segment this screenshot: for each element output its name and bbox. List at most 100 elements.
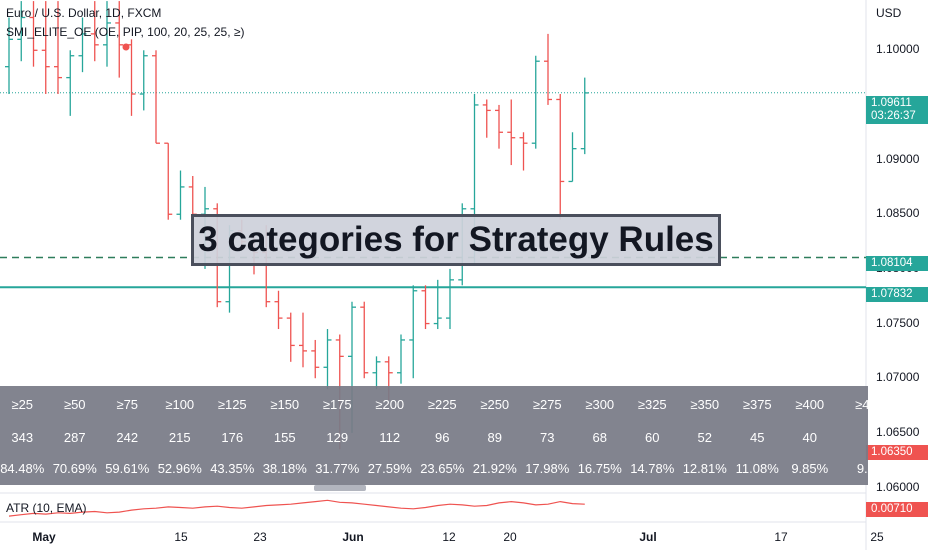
atr-legend[interactable]: ATR (10, EMA) [6,501,87,515]
table-cell: ≥100 [165,397,195,412]
ohlc-bar [299,312,307,368]
statistics-table: ≥25 ≥50 ≥75 ≥100 ≥125 ≥150 ≥175 ≥200 ≥225 ≥250 ≥27… [0,386,868,485]
last-price-tag: 1.09611 03:26:37 [866,96,928,124]
table-cell: ≥50 [63,397,86,412]
table-cell: 17.98% [525,461,570,476]
table-cell: 242 [116,430,139,445]
ohlc-bar [139,50,148,111]
table-cell: 129 [326,430,349,445]
table-cell: ≥250 [480,397,510,412]
table-cell: 176 [221,430,244,445]
ohlc-bar [66,50,75,116]
atr-value-tag: 0.00710 [866,502,928,517]
table-cell: 52.96% [157,461,202,476]
time-tick-label: 17 [774,530,788,544]
ohlc-bar [519,132,528,171]
table-cell: 112 [379,430,401,445]
table-cell: 27.59% [367,461,412,476]
low-level-tag: 1.06350 [866,445,928,460]
table-cell: ≥125 [217,397,247,412]
time-tick-label: 25 [870,530,884,544]
table-cell: 96 [435,430,450,445]
table-cell: ≥25 [11,397,34,412]
table-cell: ≥175 [322,397,352,412]
table-cell: ≥325 [637,397,667,412]
ohlc-bar [286,312,295,362]
ohlc-bar [360,301,369,379]
table-cell: 9. [856,461,868,476]
table-cell: ≥375 [742,397,772,412]
ohlc-bar [433,279,442,330]
ohlc-bar [152,50,160,144]
table-cell: 23.65% [420,461,465,476]
ohlc-bar [176,170,185,220]
time-tick-label: Jul [639,530,657,544]
currency-label[interactable]: USD [876,6,902,20]
symbol-legend[interactable]: Euro / U.S. Dollar, 1D, FXCM [6,6,162,20]
indicator-legend[interactable]: SMI_ELITE_OE (OE, PIP, 100, 20, 25, 25, … [6,25,245,39]
time-tick-label: May [32,530,56,544]
table-cell: 21.92% [472,461,517,476]
table-cell: ≥400 [795,397,825,412]
ohlc-bar [446,268,454,330]
table-cell [836,421,868,454]
time-tick-label: 23 [253,530,267,544]
ohlc-bar [409,285,418,379]
ohlc-bar [127,39,136,116]
table-cell: 215 [168,430,191,445]
table-cell: 84.48% [0,461,45,476]
table-cell: ≥300 [585,397,615,412]
table-cell: 40 [802,430,817,445]
ohlc-bar [372,356,381,390]
ohlc-bar [507,99,516,166]
ohlc-bar [580,77,589,155]
table-cell: ≥275 [532,397,562,412]
ohlc-bar [115,1,124,78]
table-cell: 11.08% [735,461,779,476]
table-cell: 43.35% [210,461,255,476]
price-tick-label: 1.07000 [876,370,920,385]
atr-line [8,499,585,517]
dashed-level-tag: 1.08104 [866,256,928,271]
table-cell: ≥350 [690,397,720,412]
table-cell: ≥200 [375,397,405,412]
table-cell: ≥75 [116,397,139,412]
table-cell: 60 [645,430,660,445]
time-tick-label: 20 [503,530,517,544]
table-header-row: ≥25 ≥50 ≥75 ≥100 ≥125 ≥150 ≥175 ≥200 ≥225 ≥250 ≥27… [0,388,868,421]
table-cell: 9.85% [791,461,829,476]
table-cell: 52 [697,430,712,445]
table-cell: 89 [487,430,502,445]
table-cell: ≥150 [270,397,300,412]
pane-resize-handle[interactable] [314,485,366,491]
ohlc-bar [5,17,13,95]
table-cell: ≥4 [855,397,868,412]
table-cell: 12.81% [682,461,727,476]
ohlc-bar [41,1,50,95]
table-cell: 59.61% [105,461,150,476]
solid-level-tag: 1.07832 [866,287,928,302]
ohlc-bar [274,290,283,330]
table-count-row: 343 287 242 215 176 155 129 112 96 89 73 68 60 52 45 40 [0,421,868,454]
last-price-value: 1.09611 [871,97,912,109]
table-cell: 14.78% [630,461,675,476]
time-tick-label: 12 [442,530,456,544]
table-percent-row: 84.48% 70.69% 59.61% 52.96% 43.35% 38.18% 31.7… [0,452,868,485]
table-cell: 31.77% [315,461,360,476]
ohlc-bar [421,285,430,330]
ohlc-bar [17,1,26,62]
ohlc-bar [482,99,491,138]
ohlc-bar [544,33,552,105]
ohlc-bar [397,334,405,384]
bar-countdown: 03:26:37 [871,110,916,122]
ohlc-bar [29,1,38,67]
table-cell: 38.18% [262,461,307,476]
ohlc-bar [531,55,540,149]
table-cell: 287 [63,430,86,445]
ohlc-bar [556,94,565,220]
table-cell: 16.75% [577,461,622,476]
ohlc-bar [103,1,111,67]
signal-dot [122,43,130,51]
ohlc-bar [568,132,577,183]
